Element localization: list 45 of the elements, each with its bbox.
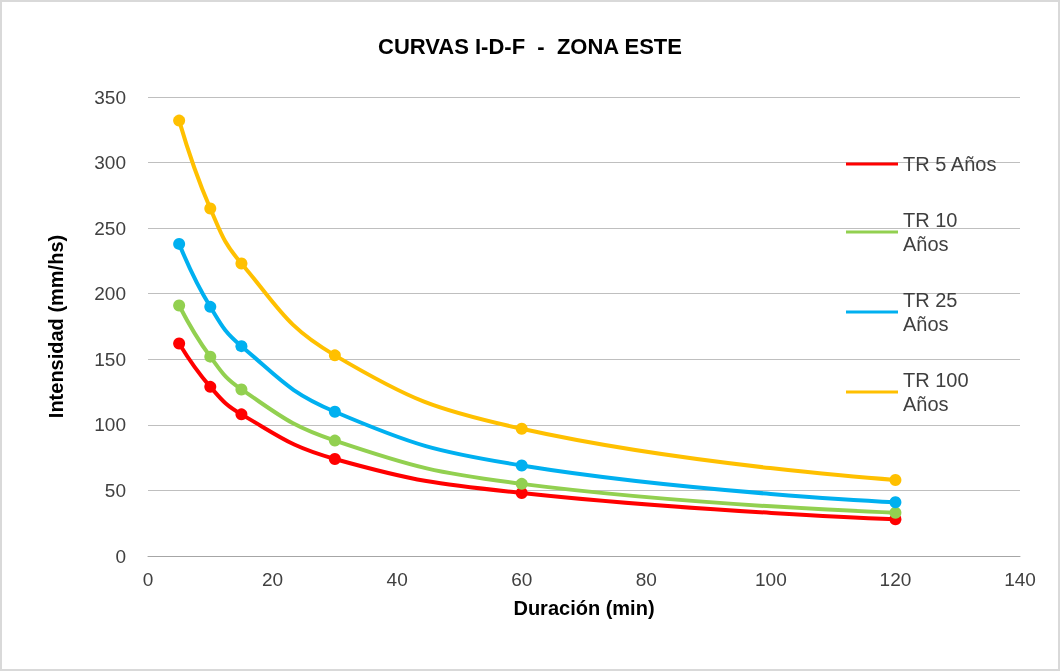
point — [204, 202, 217, 215]
legend-label: TR 10 Años — [903, 209, 964, 255]
x-tick-label: 0 — [142, 569, 154, 590]
y-tick-label: 150 — [94, 348, 126, 370]
y-axis-title: Intensidad (mm/hs) — [45, 234, 67, 419]
point — [204, 300, 217, 313]
point — [515, 477, 528, 490]
point — [328, 452, 341, 465]
point — [889, 473, 902, 486]
x-tick-label: 100 — [755, 569, 787, 590]
point — [889, 506, 902, 519]
point — [235, 408, 248, 421]
point — [204, 350, 217, 363]
x-axis-title: Duración (min) — [513, 597, 655, 619]
y-tick-label: 350 — [94, 86, 126, 108]
point — [235, 340, 248, 353]
y-tick-label: 50 — [104, 479, 126, 501]
x-tick-label: 80 — [635, 569, 657, 590]
x-tick-label: 20 — [262, 569, 284, 590]
x-tick-label: 140 — [1004, 569, 1036, 590]
point — [173, 114, 186, 127]
x-tick-label: 120 — [879, 569, 912, 590]
point — [173, 237, 186, 250]
x-tick-label: 40 — [386, 569, 408, 590]
point — [328, 349, 341, 362]
point — [235, 257, 248, 270]
y-tick-label: 200 — [94, 283, 126, 305]
point — [515, 422, 528, 435]
y-tick-label: 250 — [94, 217, 126, 239]
point — [235, 383, 248, 396]
point — [889, 496, 902, 509]
legend-label: TR 5 Años — [903, 153, 997, 175]
chart-title: CURVAS I-D-F - ZONA ESTE — [378, 33, 682, 59]
point — [173, 337, 186, 350]
point — [173, 299, 186, 312]
point — [204, 380, 217, 393]
point — [515, 459, 528, 472]
legend-label: TR 25 Años — [903, 289, 964, 335]
legend-label: TR 100 Años — [903, 369, 975, 415]
y-tick-label: 100 — [94, 414, 126, 436]
x-tick-label: 60 — [511, 569, 533, 590]
y-tick-label: 0 — [115, 545, 126, 567]
y-tick-label: 300 — [94, 152, 126, 174]
point — [328, 405, 341, 418]
point — [328, 434, 341, 447]
